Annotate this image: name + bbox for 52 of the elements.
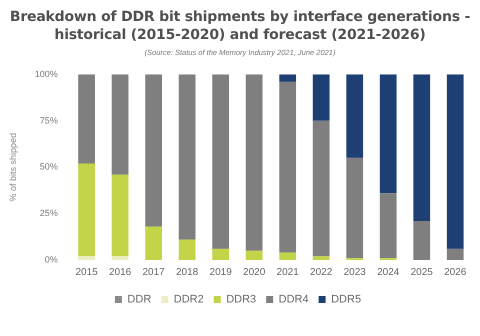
y-tick-label: 0% [44, 254, 58, 264]
bar [212, 248, 230, 260]
bar [246, 250, 263, 260]
x-tick-label: 2016 [108, 266, 132, 278]
bar [312, 74, 330, 121]
x-tick-label: 2017 [142, 266, 166, 278]
bar [178, 74, 196, 240]
bar [178, 240, 196, 260]
bar [446, 74, 464, 249]
y-axis-title: % of bits shipped [8, 132, 18, 202]
legend-label: DDR2 [174, 294, 204, 306]
bar [380, 74, 397, 194]
x-tick-label: 2021 [276, 266, 300, 278]
legend-label: DDR4 [278, 294, 309, 306]
bar [279, 74, 296, 82]
y-tick-label: 75% [40, 115, 58, 126]
x-tick-label: 2020 [243, 266, 266, 278]
bar [312, 256, 330, 260]
bar [446, 248, 464, 260]
bar [78, 256, 95, 260]
bar [246, 74, 263, 251]
y-tick-label: 50% [40, 162, 58, 172]
chart-title: Breakdown of DDR bit shipments by interface generations - historical (2015-2020) and forecast (2021-2026) [8, 8, 472, 44]
bar [279, 82, 296, 253]
bar [346, 158, 364, 258]
x-tick-label: 2026 [444, 266, 467, 278]
bar [380, 193, 397, 258]
x-tick-label: 2015 [75, 266, 98, 278]
x-tick-label: 2019 [210, 266, 232, 278]
y-tick-label: 25% [40, 208, 58, 218]
bar [346, 74, 364, 158]
bar [413, 74, 430, 222]
x-tick-label: 2024 [377, 266, 400, 278]
bar [312, 120, 330, 256]
bar [112, 74, 128, 175]
bar [112, 256, 128, 260]
x-tick-label: 2018 [176, 266, 199, 278]
x-tick-label: 2025 [410, 266, 434, 278]
bar [279, 252, 296, 260]
legend-label: DDR5 [331, 294, 362, 306]
bar [112, 174, 128, 256]
legend-label: DDR3 [226, 294, 256, 306]
x-tick-label: 2022 [310, 266, 333, 278]
bar [78, 163, 95, 256]
bar [145, 226, 162, 260]
y-tick-label: 100% [34, 68, 58, 79]
bar [145, 74, 162, 227]
bar [78, 74, 95, 164]
bar [212, 74, 230, 249]
legend-label: DDR [127, 294, 152, 306]
bar [413, 221, 430, 260]
x-tick-label: 2023 [344, 266, 366, 278]
